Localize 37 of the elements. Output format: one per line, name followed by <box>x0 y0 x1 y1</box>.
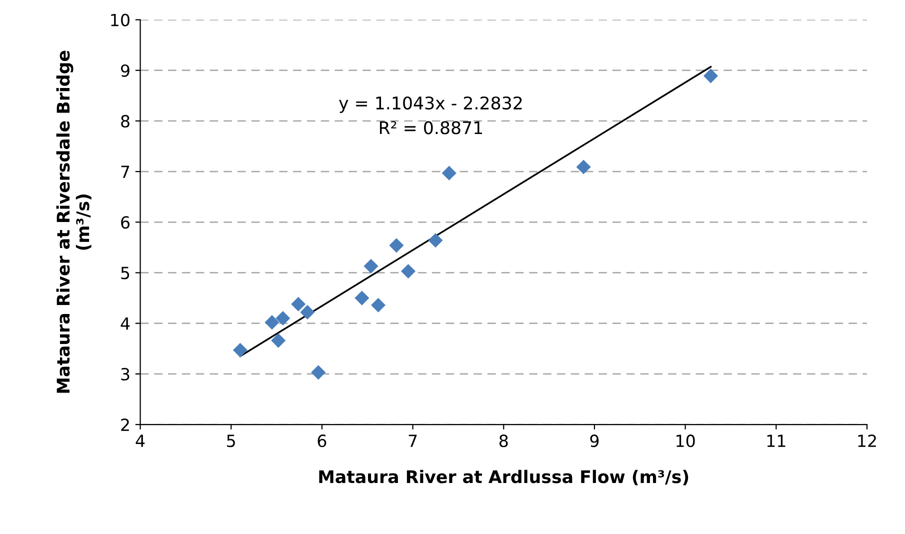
x-tick-label: 7 <box>408 434 417 447</box>
point <box>271 333 286 348</box>
y-tick-label: 4 <box>120 318 130 330</box>
y-tick-label: 7 <box>121 166 130 178</box>
y-tick-label: 9 <box>121 64 130 77</box>
point <box>364 258 378 274</box>
x-tick-label: 10 <box>676 434 695 448</box>
point <box>370 298 386 312</box>
point <box>291 296 306 312</box>
x-tick-label: 4 <box>136 434 145 447</box>
x-tick-label: 8 <box>499 434 508 448</box>
point <box>354 290 370 306</box>
y-tick-label: 6 <box>121 216 130 229</box>
y-tick-label: 3 <box>121 368 130 380</box>
point <box>442 166 456 180</box>
point <box>576 160 591 174</box>
x-tick-label: 12 <box>858 434 876 447</box>
y-tick-label: 5 <box>121 266 130 280</box>
x-tick-label: 11 <box>767 434 786 447</box>
annotation: y = 1.1043x - 2.2832 R² = 0.8871 <box>339 96 522 134</box>
point <box>428 233 443 248</box>
x-tick-label: 6 <box>318 434 326 448</box>
point <box>300 304 315 320</box>
point <box>311 365 326 380</box>
y-axis-title: Mataura River at Riversdale Bridge (m³/s) <box>56 50 92 393</box>
y-tick-label: 10 <box>111 14 130 26</box>
point <box>389 238 404 253</box>
point <box>400 264 416 279</box>
point <box>276 310 290 326</box>
y-tick-label: 8 <box>121 114 130 128</box>
point <box>703 68 718 84</box>
x-axis-title: Mataura River at Ardlussa Flow (m³/s) <box>319 470 688 486</box>
point <box>264 315 280 330</box>
x-tick-label: 9 <box>590 434 599 448</box>
x-tick-label: 5 <box>227 434 235 448</box>
y-tick-label: 2 <box>121 418 129 431</box>
point <box>232 342 248 358</box>
